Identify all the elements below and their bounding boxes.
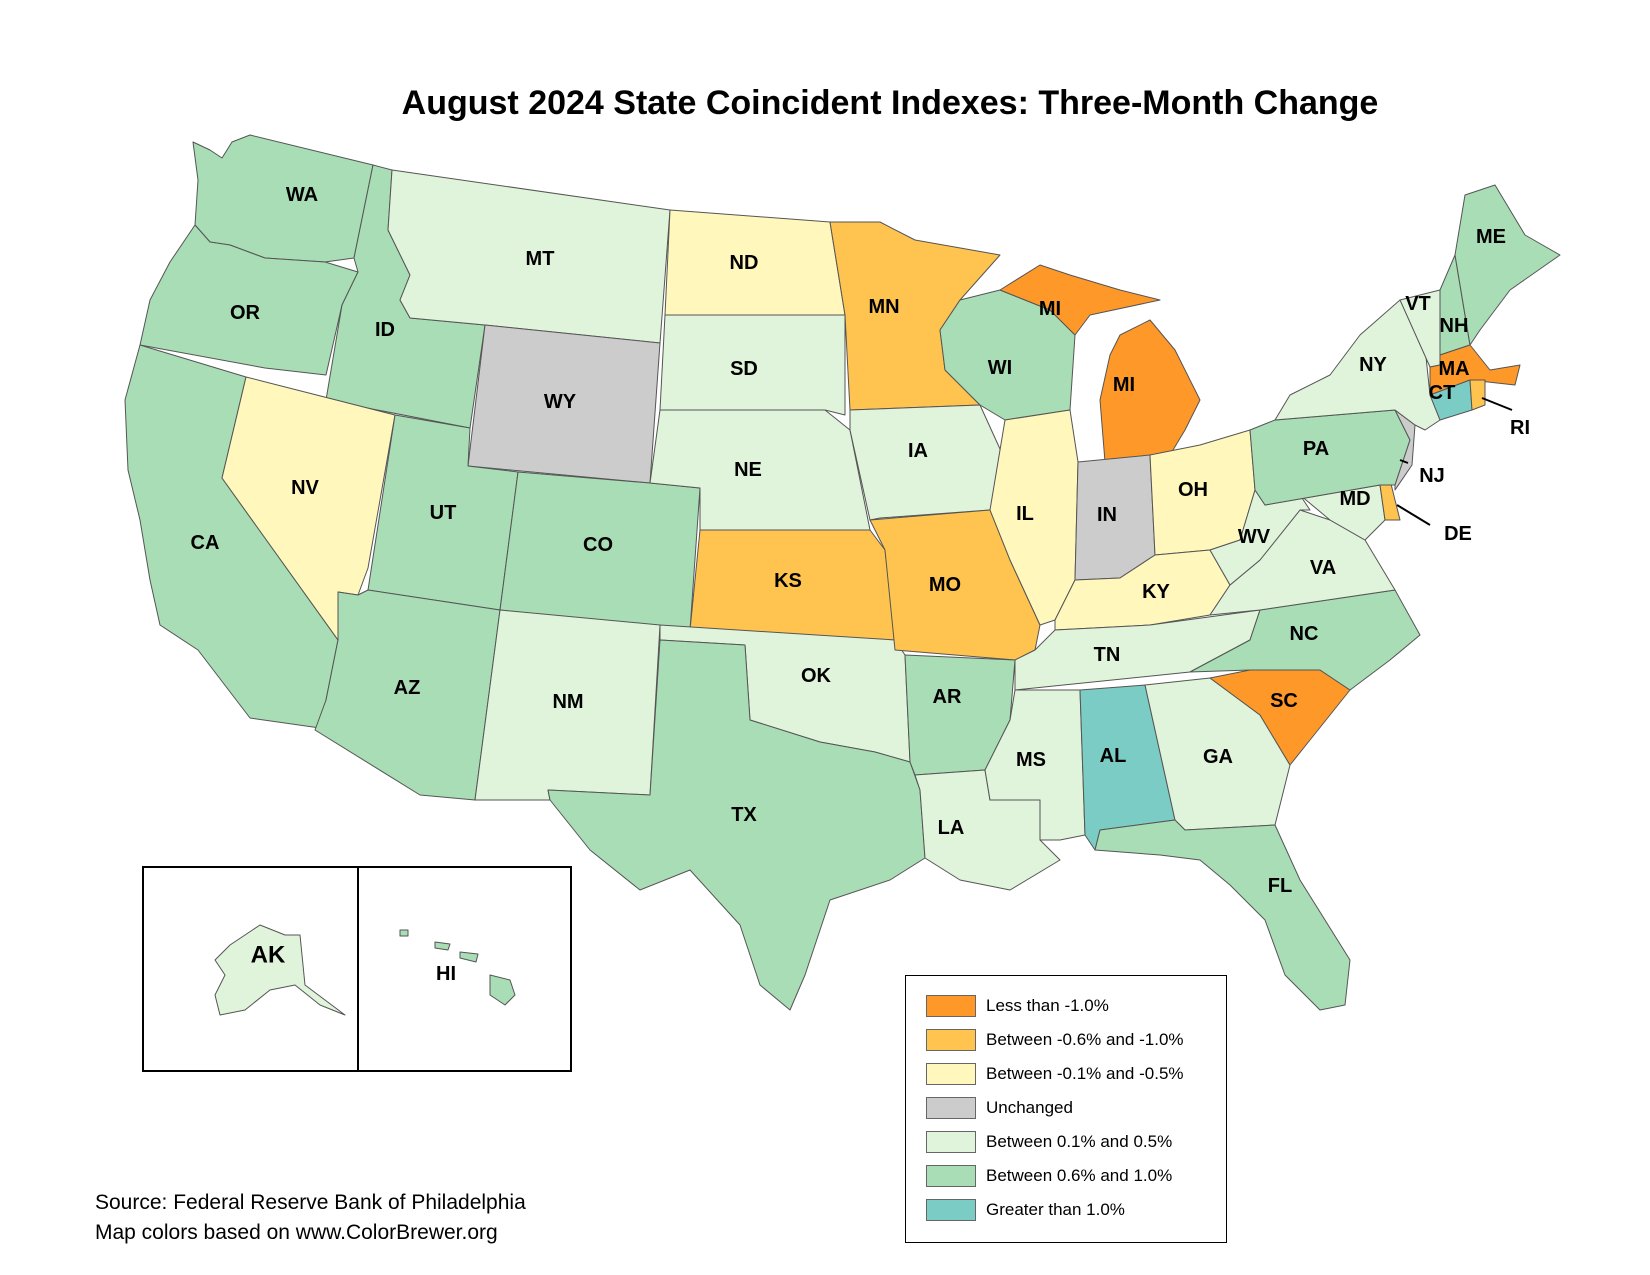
state-hi[interactable]: [489, 974, 516, 1006]
state-fl[interactable]: [1094, 819, 1351, 1011]
label-az: AZ: [394, 677, 421, 699]
legend-item: Unchanged: [926, 1096, 1073, 1120]
state-ak[interactable]: [214, 924, 346, 1016]
label-wv: WV: [1238, 526, 1271, 548]
legend-label: Between 0.1% and 0.5%: [986, 1132, 1173, 1151]
legend-swatch: [926, 1029, 976, 1051]
state-ia[interactable]: [849, 404, 1006, 521]
label-al: AL: [1100, 745, 1127, 767]
legend-swatch: [926, 995, 976, 1017]
state-tx[interactable]: [547, 639, 926, 1011]
label-nh: NH: [1440, 315, 1469, 337]
label-co: CO: [583, 534, 613, 556]
legend-label: Greater than 1.0%: [986, 1200, 1125, 1219]
label-mt: MT: [526, 248, 555, 270]
label-mn: MN: [868, 296, 899, 318]
state-ri[interactable]: [1469, 379, 1486, 411]
label-wi: WI: [988, 357, 1012, 379]
state-co[interactable]: [499, 471, 701, 631]
label-sc: SC: [1270, 690, 1298, 712]
label-ga: GA: [1203, 746, 1233, 768]
label-ak: AK: [251, 942, 286, 969]
legend-swatch: [926, 1199, 976, 1221]
label-tn: TN: [1094, 644, 1121, 666]
legend-swatch: [926, 1097, 976, 1119]
label-ny: NY: [1359, 354, 1387, 376]
label-sd: SD: [730, 358, 758, 380]
label-nv: NV: [291, 477, 319, 499]
state-mt[interactable]: [387, 169, 671, 344]
label-de: DE: [1444, 523, 1472, 545]
label-ut: UT: [430, 502, 457, 524]
label-ia: IA: [908, 440, 928, 462]
legend-item: Between -0.6% and -1.0%: [926, 1028, 1184, 1052]
legend-label: Between 0.6% and 1.0%: [986, 1166, 1173, 1185]
state-wa[interactable]: [192, 134, 374, 263]
label-ct: CT: [1429, 382, 1456, 404]
state-me[interactable]: [1454, 184, 1561, 346]
label-nd: ND: [730, 252, 759, 274]
label-ar: AR: [933, 686, 962, 708]
label-va: VA: [1310, 557, 1336, 579]
label-hi: HI: [436, 963, 456, 985]
label-mi-upper: MI: [1039, 298, 1061, 320]
ri-leader-line: [1481, 397, 1513, 411]
legend-label: Less than -1.0%: [986, 996, 1109, 1015]
label-ne: NE: [734, 459, 762, 481]
nj-leader-line: [1399, 459, 1409, 464]
state-sd[interactable]: [659, 314, 846, 416]
inset-frame: [142, 866, 572, 1072]
state-mi-upper[interactable]: [999, 264, 1161, 336]
colorbrewer-line: Map colors based on www.ColorBrewer.org: [95, 1221, 498, 1244]
label-ks: KS: [774, 570, 802, 592]
legend-swatch: [926, 1063, 976, 1085]
de-leader-line: [1396, 504, 1431, 526]
label-ky: KY: [1142, 581, 1170, 603]
label-in: IN: [1097, 504, 1117, 526]
label-wy: WY: [544, 391, 577, 413]
label-nm: NM: [552, 691, 583, 713]
legend-item: Between 0.6% and 1.0%: [926, 1164, 1172, 1188]
label-fl: FL: [1268, 875, 1292, 897]
map-title: August 2024 State Coincident Indexes: Th…: [401, 84, 1379, 122]
label-tx: TX: [731, 804, 757, 826]
label-oh: OH: [1178, 479, 1208, 501]
state-mi[interactable]: [1099, 319, 1201, 463]
legend-item: Less than -1.0%: [926, 994, 1109, 1018]
label-mo: MO: [929, 574, 961, 596]
label-ca: CA: [191, 532, 220, 554]
label-me: ME: [1476, 226, 1506, 248]
label-ok: OK: [801, 665, 832, 687]
label-md: MD: [1339, 488, 1370, 510]
label-pa: PA: [1303, 438, 1329, 460]
legend-item: Between -0.1% and -0.5%: [926, 1062, 1184, 1086]
source-line: Source: Federal Reserve Bank of Philadel…: [95, 1191, 526, 1214]
legend-label: Unchanged: [986, 1098, 1073, 1117]
label-or: OR: [230, 302, 261, 324]
inset-divider: [357, 868, 359, 1070]
label-il: IL: [1016, 503, 1034, 525]
legend-label: Between -0.1% and -0.5%: [986, 1064, 1184, 1083]
label-vt: VT: [1405, 293, 1431, 315]
legend-item: Greater than 1.0%: [926, 1198, 1125, 1222]
legend-label: Between -0.6% and -1.0%: [986, 1030, 1184, 1049]
state-hi-islands[interactable]: [399, 929, 479, 963]
label-mi: MI: [1113, 374, 1135, 396]
legend-item: Between 0.1% and 0.5%: [926, 1130, 1172, 1154]
label-ms: MS: [1016, 749, 1046, 771]
label-ri: RI: [1510, 417, 1530, 439]
state-wi[interactable]: [939, 289, 1076, 421]
legend-swatch: [926, 1131, 976, 1153]
label-id: ID: [375, 319, 395, 341]
source-note: Source: Federal Reserve Bank of Philadel…: [95, 1188, 526, 1248]
label-ma: MA: [1438, 358, 1469, 380]
legend-swatch: [926, 1165, 976, 1187]
label-nj: NJ: [1419, 465, 1445, 487]
label-nc: NC: [1290, 623, 1319, 645]
label-la: LA: [938, 817, 965, 839]
legend: Less than -1.0% Between -0.6% and -1.0% …: [905, 975, 1227, 1243]
label-wa: WA: [286, 184, 318, 206]
